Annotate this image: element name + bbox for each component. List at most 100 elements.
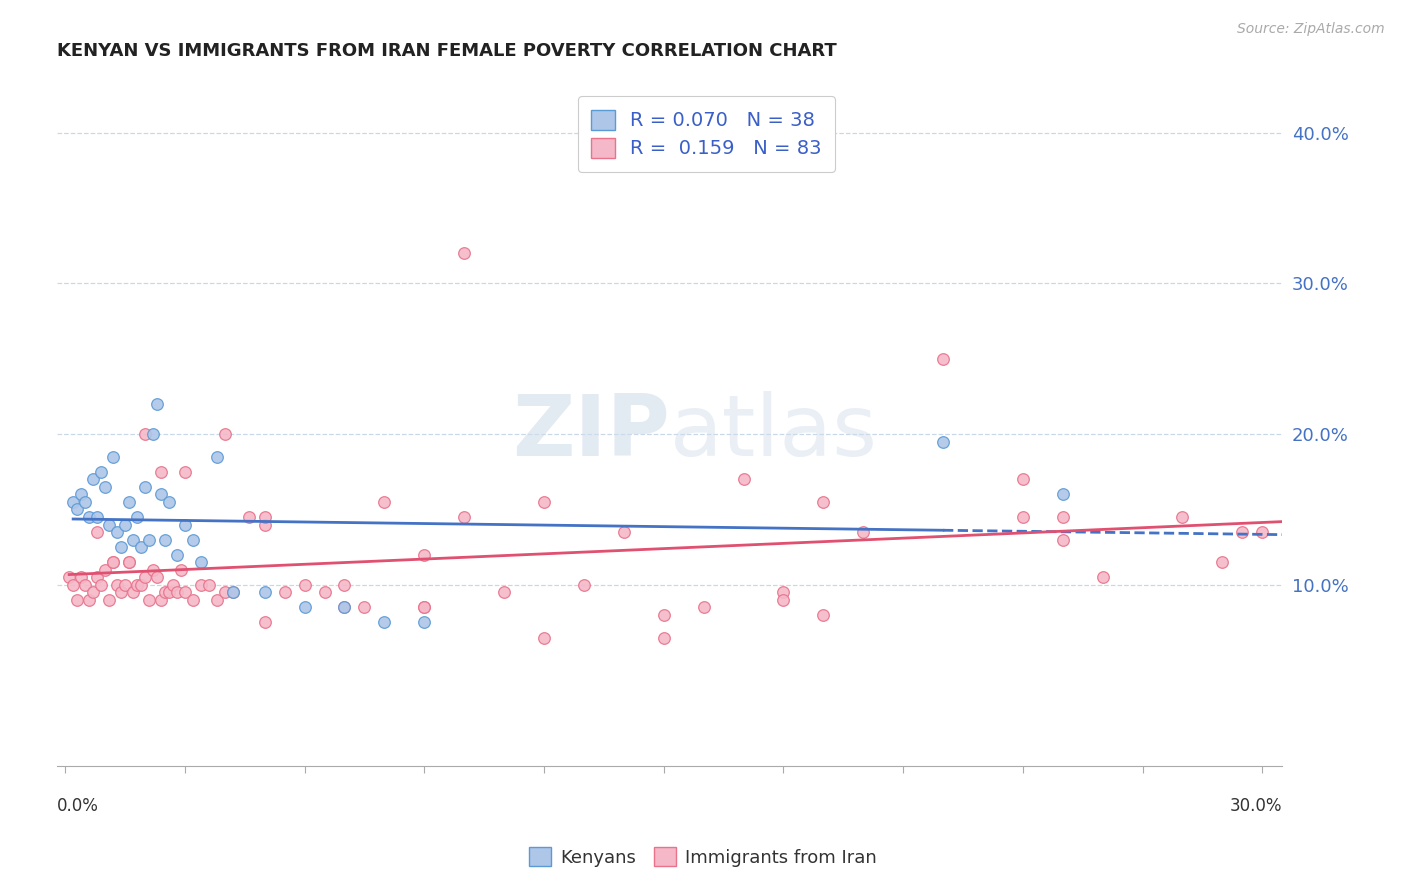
Point xyxy=(413,548,436,562)
Point xyxy=(105,524,128,539)
Legend: R = 0.070   N = 38, R =  0.159   N = 83: R = 0.070 N = 38, R = 0.159 N = 83 xyxy=(578,96,835,172)
Point xyxy=(157,495,180,509)
Point xyxy=(75,578,97,592)
Point xyxy=(134,427,156,442)
Point xyxy=(134,480,156,494)
Point xyxy=(122,585,145,599)
Point xyxy=(205,450,228,464)
Point xyxy=(1251,524,1274,539)
Point xyxy=(114,517,136,532)
Point xyxy=(613,524,636,539)
Point xyxy=(110,585,132,599)
Point xyxy=(453,246,475,260)
Point xyxy=(86,524,108,539)
Point xyxy=(294,600,316,615)
Point xyxy=(149,465,172,479)
Point xyxy=(333,578,356,592)
Point xyxy=(157,585,180,599)
Point xyxy=(166,548,188,562)
Point xyxy=(114,578,136,592)
Point xyxy=(772,593,794,607)
Point xyxy=(58,570,80,584)
Point xyxy=(142,427,165,442)
Point xyxy=(413,600,436,615)
Point xyxy=(101,450,124,464)
Point xyxy=(238,510,260,524)
Point xyxy=(813,495,835,509)
Point xyxy=(373,495,395,509)
Point xyxy=(692,600,714,615)
Point xyxy=(149,593,172,607)
Point xyxy=(110,540,132,554)
Point xyxy=(66,593,89,607)
Point xyxy=(75,495,97,509)
Point xyxy=(98,593,121,607)
Point xyxy=(153,585,176,599)
Point xyxy=(149,487,172,501)
Text: 0.0%: 0.0% xyxy=(58,797,98,815)
Point xyxy=(86,510,108,524)
Point xyxy=(1091,570,1114,584)
Point xyxy=(90,465,112,479)
Point xyxy=(253,510,276,524)
Point xyxy=(66,502,89,516)
Point xyxy=(253,585,276,599)
Point xyxy=(153,533,176,547)
Point xyxy=(94,480,117,494)
Point xyxy=(173,465,195,479)
Point xyxy=(333,600,356,615)
Point xyxy=(173,585,195,599)
Point xyxy=(181,593,204,607)
Point xyxy=(134,570,156,584)
Point xyxy=(138,533,160,547)
Point xyxy=(533,495,555,509)
Point xyxy=(733,472,755,486)
Point xyxy=(118,495,141,509)
Point xyxy=(413,600,436,615)
Point xyxy=(77,510,100,524)
Point xyxy=(94,563,117,577)
Point xyxy=(1171,510,1194,524)
Point xyxy=(125,510,148,524)
Point xyxy=(1011,510,1033,524)
Point xyxy=(173,517,195,532)
Point xyxy=(353,600,375,615)
Point xyxy=(170,563,193,577)
Point xyxy=(453,510,475,524)
Point xyxy=(166,585,188,599)
Point xyxy=(118,555,141,569)
Point xyxy=(62,495,84,509)
Point xyxy=(813,607,835,622)
Point xyxy=(129,578,152,592)
Point xyxy=(932,351,955,366)
Point xyxy=(1052,510,1074,524)
Point xyxy=(253,517,276,532)
Text: atlas: atlas xyxy=(669,392,877,475)
Point xyxy=(198,578,221,592)
Point xyxy=(652,631,675,645)
Point xyxy=(98,517,121,532)
Point xyxy=(82,585,104,599)
Point xyxy=(118,555,141,569)
Point xyxy=(314,585,336,599)
Point xyxy=(413,615,436,630)
Point xyxy=(86,570,108,584)
Text: KENYAN VS IMMIGRANTS FROM IRAN FEMALE POVERTY CORRELATION CHART: KENYAN VS IMMIGRANTS FROM IRAN FEMALE PO… xyxy=(58,42,837,60)
Point xyxy=(101,555,124,569)
Point xyxy=(1052,533,1074,547)
Text: Source: ZipAtlas.com: Source: ZipAtlas.com xyxy=(1237,22,1385,37)
Point xyxy=(533,631,555,645)
Point xyxy=(122,533,145,547)
Point xyxy=(146,397,169,411)
Point xyxy=(572,578,595,592)
Point xyxy=(77,593,100,607)
Point xyxy=(138,593,160,607)
Legend: Kenyans, Immigrants from Iran: Kenyans, Immigrants from Iran xyxy=(522,840,884,874)
Point xyxy=(205,593,228,607)
Point xyxy=(62,578,84,592)
Point xyxy=(333,600,356,615)
Point xyxy=(253,615,276,630)
Point xyxy=(214,427,236,442)
Point xyxy=(162,578,184,592)
Point xyxy=(70,570,93,584)
